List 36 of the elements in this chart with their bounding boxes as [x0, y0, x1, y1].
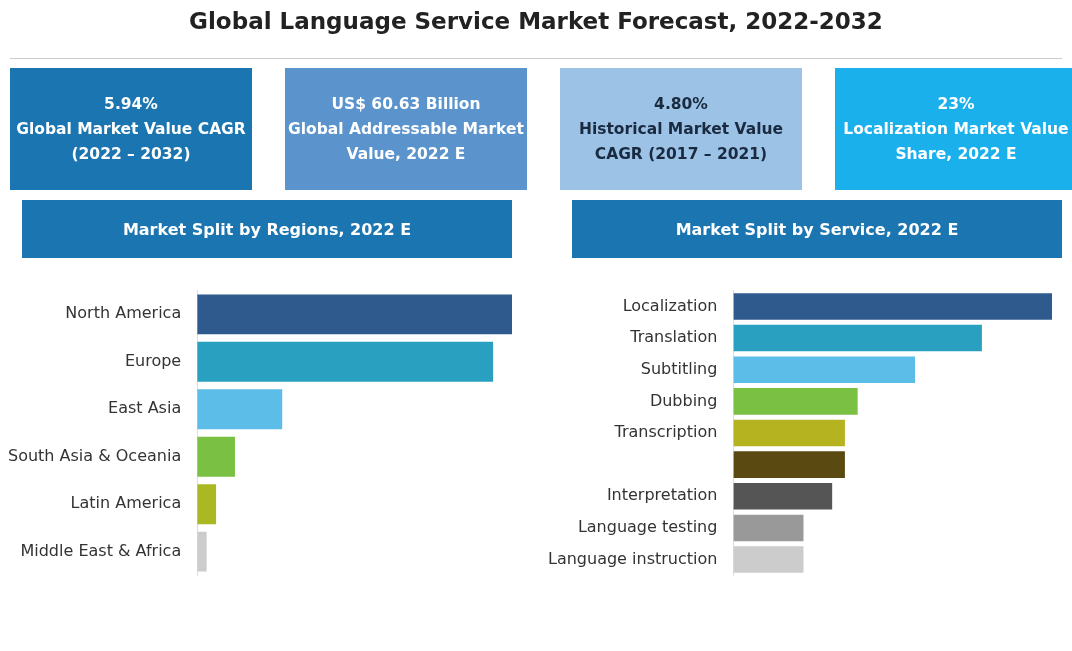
- chart-title: Market Split by Regions, 2022 E: [22, 200, 512, 258]
- bar: [733, 419, 845, 447]
- bar: [197, 294, 512, 335]
- bar: [733, 293, 1052, 320]
- chart-title: Market Split by Service, 2022 E: [572, 200, 1062, 258]
- text: Global Language Service Market Forecast, 2022-2032: [188, 8, 884, 34]
- y-tick-label: Interpretation: [606, 485, 718, 505]
- y-tick-label: East Asia: [108, 398, 182, 418]
- y-tick-label: Language testing: [577, 517, 718, 537]
- y-tick-label: Localization: [622, 295, 718, 315]
- bar: [733, 451, 845, 478]
- y-tick-label: Language instruction: [548, 548, 718, 568]
- y-tick-label: Latin America: [70, 493, 182, 513]
- bar: [197, 436, 235, 477]
- bar: [197, 484, 217, 525]
- y-tick-label: North America: [65, 303, 182, 323]
- bar: [197, 341, 494, 382]
- bar: [733, 388, 858, 415]
- bar: [733, 514, 804, 542]
- bar: [733, 546, 804, 573]
- bar: [733, 483, 833, 510]
- bar: [197, 531, 207, 572]
- y-tick-label: Subtitling: [640, 358, 718, 378]
- y-tick-label: Middle East & Africa: [20, 540, 182, 560]
- y-tick-label: Transcription: [613, 422, 718, 442]
- y-tick-label: Europe: [124, 350, 182, 370]
- y-tick-label: Translation: [629, 327, 718, 347]
- y-tick-label: South Asia & Oceania: [7, 445, 182, 465]
- bar: [197, 389, 283, 430]
- text: 23% Localization Market Value Share, 2022 E: [835, 68, 1072, 190]
- bar: [733, 356, 916, 383]
- text: 4.80% Historical Market Value CAGR (2017 – 2021): [560, 68, 802, 190]
- text: US$ 60.63 Billion Global Addressable Market Value, 2022 E: [285, 68, 527, 190]
- y-tick-label: Dubbing: [649, 390, 718, 410]
- text: 5.94% Global Market Value CAGR (2022 – 2032): [10, 68, 252, 190]
- bar: [733, 324, 982, 352]
